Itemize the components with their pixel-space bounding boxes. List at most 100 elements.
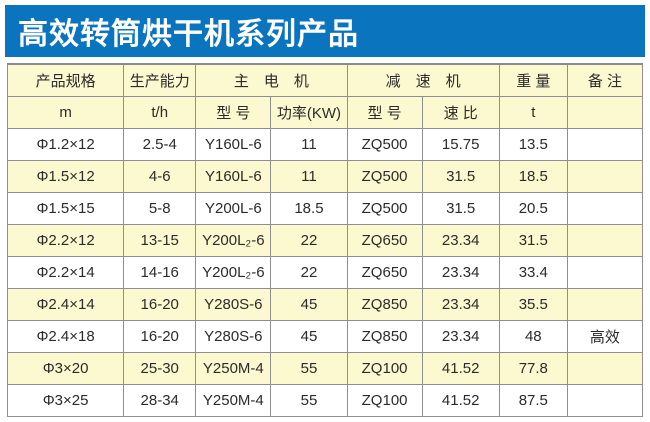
cell: 33.4: [498, 256, 568, 289]
cell: Φ2.2×14: [6, 256, 125, 289]
cell: Φ2.4×14: [6, 288, 125, 321]
cell: 28-34: [123, 384, 197, 417]
cell: ZQ500: [346, 192, 423, 225]
cell: 87.5: [498, 384, 568, 417]
cell: 23.34: [421, 224, 500, 257]
cell: Φ3×25: [6, 384, 125, 417]
cell: [566, 256, 644, 289]
header-group-cell: 生产能力: [123, 63, 197, 97]
cell: 11: [270, 128, 348, 161]
cell: 45: [270, 320, 348, 353]
cell: 23.34: [421, 256, 500, 289]
header-group-cell: 备 注: [566, 63, 644, 97]
header-group-cell: 主 电 机: [195, 63, 348, 97]
cell: Φ1.5×12: [6, 160, 125, 193]
cell: 16-20: [123, 320, 197, 353]
table-row: Φ3×20 25-30 Y250M-4 55 ZQ100 41.52 77.8: [6, 352, 644, 385]
cell: 55: [270, 352, 348, 385]
cell: 11: [270, 160, 348, 193]
header-unit-cell: t/h: [123, 96, 197, 129]
cell: 41.52: [421, 352, 500, 385]
table-body: Φ1.2×12 2.5-4 Y160L-6 11 ZQ500 15.75 13.5 Φ1.5×…: [6, 128, 644, 417]
header-unit-cell: m: [6, 96, 125, 129]
cell: 41.52: [421, 384, 500, 417]
cell: 77.8: [498, 352, 568, 385]
cell: ZQ850: [346, 320, 423, 353]
table-row: Φ2.4×18 16-20 Y280S-6 45 ZQ850 23.34 48 高效: [6, 320, 644, 353]
cell: Y280S-6: [195, 320, 272, 353]
header-unit-cell: 功率(KW): [270, 96, 348, 129]
cell: 高效: [566, 320, 644, 353]
cell: 22: [270, 224, 348, 257]
table-row: Φ2.2×14 14-16 Y200L₂-6 22 ZQ650 23.34 33.4: [6, 256, 644, 289]
cell: 16-20: [123, 288, 197, 321]
page-title: 高效转筒烘干机系列产品: [5, 5, 645, 57]
cell: [566, 224, 644, 257]
cell: 31.5: [421, 160, 500, 193]
table-row: Φ1.2×12 2.5-4 Y160L-6 11 ZQ500 15.75 13.5: [6, 128, 644, 161]
cell: 45: [270, 288, 348, 321]
cell: ZQ850: [346, 288, 423, 321]
cell: Y160L-6: [195, 128, 272, 161]
cell: 25-30: [123, 352, 197, 385]
cell: 14-16: [123, 256, 197, 289]
table-row: Φ3×25 28-34 Y250M-4 55 ZQ100 41.52 87.5: [6, 384, 644, 417]
cell: Y280S-6: [195, 288, 272, 321]
header-group-cell: 产品规格: [6, 63, 125, 97]
cell: Φ2.4×18: [6, 320, 125, 353]
cell: Y200L₂-6: [195, 224, 272, 257]
cell: 55: [270, 384, 348, 417]
cell: 20.5: [498, 192, 568, 225]
header-group-cell: 减 速 机: [346, 63, 500, 97]
cell: 2.5-4: [123, 128, 197, 161]
cell: ZQ500: [346, 128, 423, 161]
cell: 31.5: [421, 192, 500, 225]
cell: [566, 160, 644, 193]
cell: 18.5: [498, 160, 568, 193]
table-row: Φ1.5×15 5-8 Y200L-6 18.5 ZQ500 31.5 20.5: [6, 192, 644, 225]
header-unit-cell: 型 号: [346, 96, 423, 129]
cell: 31.5: [498, 224, 568, 257]
cell: Y250M-4: [195, 352, 272, 385]
header-unit-cell: [566, 96, 644, 129]
cell: Y200L₂-6: [195, 256, 272, 289]
cell: 5-8: [123, 192, 197, 225]
table-row: Φ2.4×14 16-20 Y280S-6 45 ZQ850 23.34 35.5: [6, 288, 644, 321]
cell: 18.5: [270, 192, 348, 225]
header-unit-cell: 速 比: [421, 96, 500, 129]
header-group-cell: 重 量: [498, 63, 568, 97]
cell: ZQ100: [346, 352, 423, 385]
cell: ZQ650: [346, 224, 423, 257]
cell: Y200L-6: [195, 192, 272, 225]
cell: 13.5: [498, 128, 568, 161]
header-unit-cell: 型 号: [195, 96, 272, 129]
cell: 35.5: [498, 288, 568, 321]
cell: Φ3×20: [6, 352, 125, 385]
cell: [566, 128, 644, 161]
cell: 48: [498, 320, 568, 353]
cell: 23.34: [421, 320, 500, 353]
cell: Φ2.2×12: [6, 224, 125, 257]
header-unit-cell: t: [498, 96, 568, 129]
cell: 13-15: [123, 224, 197, 257]
table-row: Φ1.5×12 4-6 Y160L-6 11 ZQ500 31.5 18.5: [6, 160, 644, 193]
product-spec-table: 产品规格 生产能力主 电 机减 速 机重 量备 注 m t/h 型 号功率(KW) 型 …: [6, 63, 644, 417]
cell: [566, 352, 644, 385]
cell: [566, 288, 644, 321]
cell: 23.34: [421, 288, 500, 321]
cell: 4-6: [123, 160, 197, 193]
cell: ZQ500: [346, 160, 423, 193]
cell: [566, 384, 644, 417]
cell: ZQ100: [346, 384, 423, 417]
cell: ZQ650: [346, 256, 423, 289]
cell: 22: [270, 256, 348, 289]
cell: Y160L-6: [195, 160, 272, 193]
table-header: 产品规格 生产能力主 电 机减 速 机重 量备 注 m t/h 型 号功率(KW) 型 …: [6, 63, 644, 129]
table-row: Φ2.2×12 13-15 Y200L₂-6 22 ZQ650 23.34 31.5: [6, 224, 644, 257]
cell: 15.75: [421, 128, 500, 161]
cell: Φ1.5×15: [6, 192, 125, 225]
cell: Φ1.2×12: [6, 128, 125, 161]
header-row-groups: 产品规格 生产能力主 电 机减 速 机重 量备 注: [6, 63, 644, 97]
